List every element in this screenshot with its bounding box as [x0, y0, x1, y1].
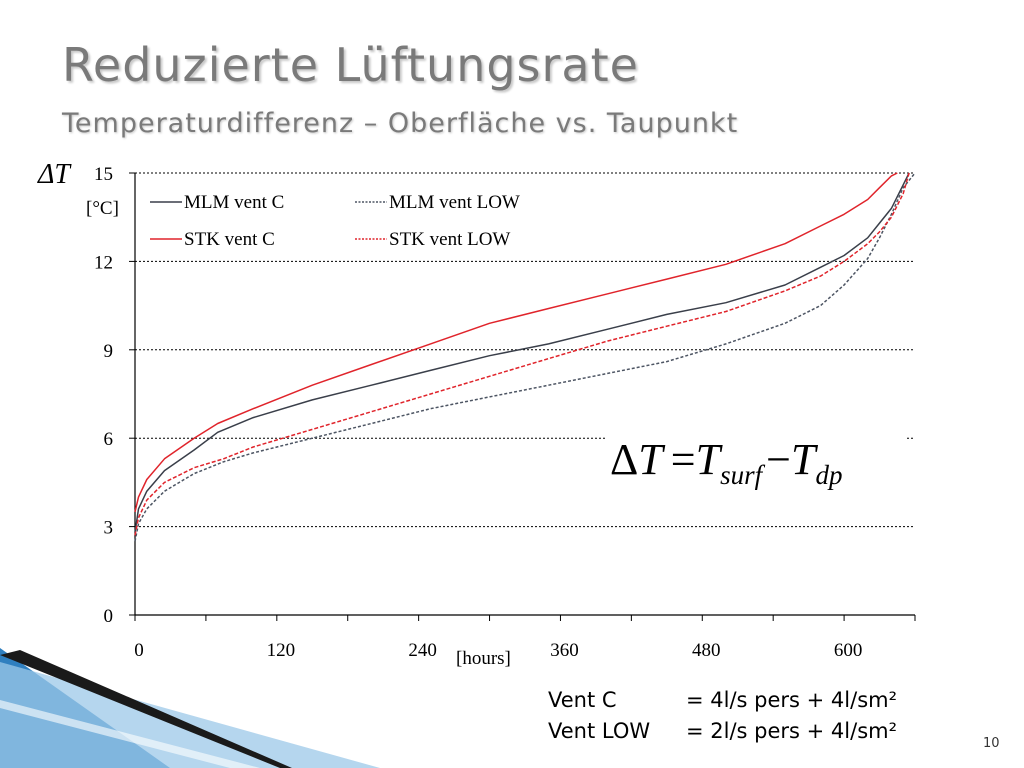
x-tick-label: 120	[267, 640, 296, 661]
slide-subtitle: Temperaturdifferenz – Oberfläche vs. Tau…	[62, 108, 739, 139]
legend: MLM vent C MLM vent LOW STK vent C STK v…	[150, 192, 520, 250]
x-tick-label: 600	[834, 640, 863, 661]
series-line-stk-vent-low	[134, 172, 910, 536]
note-vent-low-label: Vent LOW	[548, 719, 651, 743]
note-vent-c-value: = 4l/s pers + 4l/sm²	[686, 688, 898, 712]
slide-title: Reduzierte Lüftungsrate	[62, 38, 639, 92]
legend-label-mlm-vent-low: MLM vent LOW	[389, 192, 520, 213]
formula-text: ΔT =Tsurf−Tdp	[610, 435, 842, 490]
x-axis-label: [hours]	[456, 648, 511, 669]
formula: ΔT =Tsurf−Tdp	[605, 418, 905, 498]
series-line-mlm-vent-c	[134, 172, 910, 533]
y-axis-symbol: ΔT	[37, 159, 72, 190]
decor-ribbon-white	[0, 700, 260, 768]
y-tick-label: 15	[94, 164, 113, 185]
note-vent-c-label: Vent C	[548, 688, 617, 712]
decor-ribbon-dark	[0, 650, 292, 768]
x-tick-label: 240	[408, 640, 437, 661]
page-number: 10	[983, 736, 1000, 751]
y-axis-unit: [°C]	[86, 198, 119, 219]
y-tick-label: 12	[94, 252, 113, 273]
note-vent-low: Vent LOW = 2l/s pers + 4l/sm²	[548, 719, 897, 743]
legend-label-mlm-vent-c: MLM vent C	[184, 192, 284, 213]
x-tick-label: 360	[550, 640, 579, 661]
series-line-stk-vent-c	[134, 172, 898, 513]
x-tick-label: 480	[692, 640, 721, 661]
y-tick-label: 0	[104, 606, 114, 627]
y-tick-label: 3	[104, 518, 114, 539]
legend-label-stk-vent-c: STK vent C	[184, 229, 275, 250]
note-vent-low-value: = 2l/s pers + 4l/sm²	[686, 719, 898, 743]
plot-area: 0 3 6 9 12 15 0 120 240 360 480 600	[94, 164, 916, 661]
y-tick-label: 9	[104, 341, 114, 362]
series-line-mlm-vent-low	[134, 172, 916, 542]
y-tick-label: 6	[104, 429, 114, 450]
x-tick-label: 0	[134, 640, 144, 661]
legend-label-stk-vent-low: STK vent LOW	[389, 229, 510, 250]
note-vent-c: Vent C = 4l/s pers + 4l/sm²	[548, 688, 897, 712]
